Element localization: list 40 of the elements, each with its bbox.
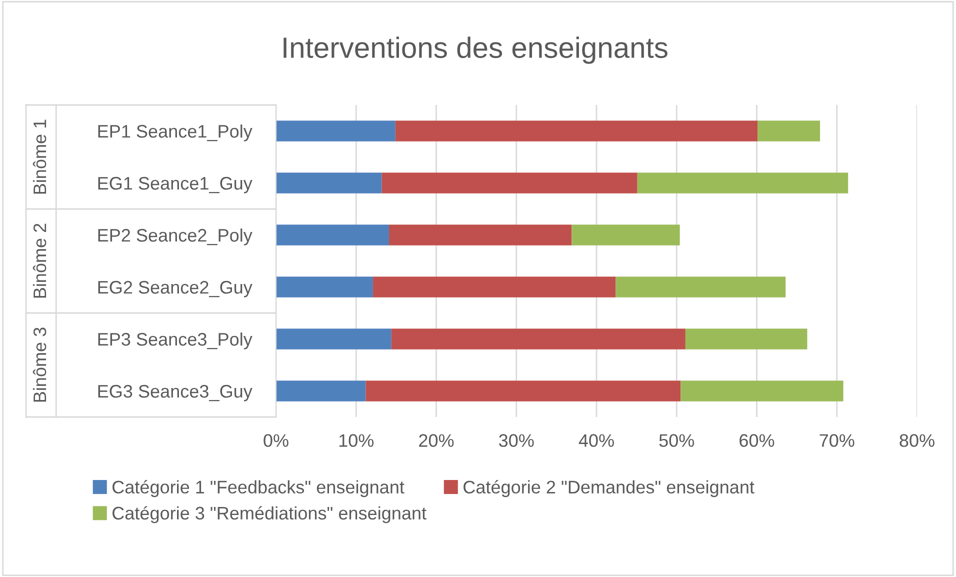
y-tick-label: EG2 Seance2_Guy [98,280,252,298]
bar [276,380,366,402]
x-tick-label: 30% [498,434,534,447]
bar [680,380,844,402]
bar [276,328,392,350]
x-tick-label: 0% [264,434,288,447]
bar [637,172,848,194]
bar [758,120,820,142]
bar [685,328,808,350]
legend-label: Catégorie 2 "Demandes" enseignant [464,480,754,498]
chart-title: Interventions des enseignants [284,36,668,64]
bar [276,276,373,298]
bar [372,276,616,298]
x-tick-label: 60% [740,434,774,447]
bar [276,120,396,142]
text: Binôme 3 [32,328,46,402]
x-tick-label: 20% [419,434,454,447]
bar [616,276,786,298]
text: Binôme 2 [32,224,46,298]
bar [382,172,638,194]
y-tick-label: EP2 Seance2_Poly [98,228,252,246]
x-tick-label: 70% [820,434,854,447]
y-tick-label: EP1 Seance1_Poly [98,124,252,142]
bar [395,120,758,142]
bar [366,380,681,402]
text: Binôme 1 [32,120,46,194]
bar [391,328,686,350]
bar [572,224,680,246]
x-tick-label: 80% [900,434,934,447]
x-tick-label: 40% [578,434,614,447]
bar [276,172,382,194]
y-tick-label: EP3 Seance3_Poly [98,332,252,350]
y-tick-label: EG1 Seance1_Guy [98,176,252,194]
x-tick-label: 50% [659,434,694,447]
bar [388,224,572,246]
legend-label: Catégorie 1 "Feedbacks" enseignant [112,480,404,498]
x-tick-label: 10% [339,434,374,447]
bar [276,224,389,246]
y-tick-label: EG3 Seance3_Guy [98,384,252,402]
legend-label: Catégorie 3 "Remédiations" enseignant [112,506,426,524]
